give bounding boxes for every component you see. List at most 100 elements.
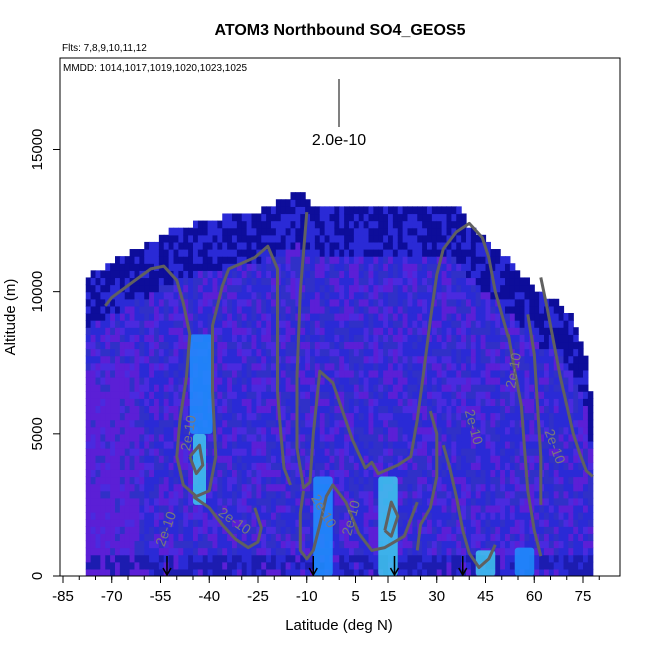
heatmap-cell	[90, 568, 97, 576]
heatmap-cell	[578, 448, 584, 456]
heatmap-cell	[563, 554, 569, 563]
heatmap-cell	[207, 568, 214, 576]
heatmap-cell	[241, 512, 248, 520]
heatmap-cell	[490, 369, 496, 378]
heatmap-cell	[139, 519, 145, 527]
heatmap-cell	[115, 369, 121, 378]
heatmap-cell	[246, 312, 253, 321]
heatmap-cell	[202, 227, 209, 236]
heatmap-cell	[261, 540, 267, 549]
heatmap-cell	[334, 220, 340, 229]
heatmap-cell	[446, 362, 452, 371]
heatmap-cell	[261, 362, 267, 371]
heatmap-cell	[227, 412, 233, 421]
heatmap-cell	[212, 483, 218, 492]
heatmap-cell	[212, 298, 218, 307]
heatmap-cell	[456, 526, 462, 534]
heatmap-cell	[236, 561, 243, 570]
heatmap-cell	[461, 320, 467, 328]
heatmap-cell	[100, 412, 106, 421]
heatmap-cell	[509, 426, 516, 435]
heatmap-cell	[319, 412, 326, 421]
heatmap-cell	[168, 249, 175, 257]
heatmap-cell	[485, 483, 491, 492]
heatmap-cell	[246, 547, 253, 556]
heatmap-cell	[422, 448, 428, 456]
heatmap-cell	[290, 263, 296, 271]
heatmap-cell	[305, 526, 311, 534]
heatmap-cell	[353, 270, 360, 279]
heatmap-cell	[100, 348, 106, 357]
heatmap-cell	[139, 391, 145, 399]
heatmap-cell	[358, 412, 365, 421]
heatmap-cell	[295, 199, 301, 207]
heatmap-cell	[280, 533, 287, 542]
heatmap-cell	[119, 476, 126, 485]
heatmap-cell	[154, 476, 160, 485]
heatmap-cell	[397, 220, 404, 229]
heatmap-cell	[456, 369, 462, 378]
heatmap-cell	[197, 249, 204, 257]
heatmap-cell	[475, 341, 482, 350]
heatmap-cell	[154, 391, 160, 399]
heatmap-cell	[271, 504, 277, 513]
heatmap-cell	[544, 490, 550, 499]
heatmap-cell	[324, 348, 331, 357]
heatmap-cell	[280, 554, 287, 563]
heatmap-cell	[144, 263, 150, 271]
heatmap-cell	[266, 476, 272, 485]
heatmap-cell	[197, 291, 204, 300]
heatmap-cell	[119, 462, 126, 470]
heatmap-cell	[358, 348, 365, 357]
heatmap-cell	[392, 327, 399, 335]
heatmap-cell	[412, 554, 418, 563]
heatmap-cell	[402, 334, 409, 343]
heatmap-cell	[505, 298, 511, 307]
heatmap-cell	[383, 249, 389, 257]
heatmap-cell	[256, 469, 262, 478]
heatmap-cell	[397, 504, 404, 513]
heatmap-cell	[583, 412, 589, 421]
heatmap-cell	[470, 291, 477, 300]
heatmap-cell	[227, 426, 233, 435]
heatmap-cell	[349, 220, 355, 229]
heatmap-cell	[397, 298, 404, 307]
heatmap-cell	[163, 547, 170, 556]
heatmap-cell	[271, 398, 277, 406]
heatmap-cell	[509, 320, 516, 328]
heatmap-cell	[217, 448, 223, 456]
heatmap-cell	[217, 341, 223, 350]
heatmap-cell	[158, 412, 165, 421]
heatmap-cell	[407, 497, 413, 506]
heatmap-cell	[290, 455, 296, 463]
heatmap-cell	[241, 270, 248, 279]
heatmap-cell	[163, 298, 170, 307]
heatmap-cell	[188, 568, 194, 576]
heatmap-cell	[154, 547, 160, 556]
heatmap-cell	[353, 455, 360, 463]
heatmap-cell	[154, 519, 160, 527]
heatmap-cell	[563, 490, 569, 499]
heatmap-cell	[149, 398, 155, 406]
heatmap-cell	[202, 533, 209, 542]
heatmap-cell	[373, 298, 379, 307]
heatmap-cell	[480, 504, 487, 513]
heatmap-cell	[168, 312, 175, 321]
heatmap-cell	[373, 398, 379, 406]
heatmap-cell	[505, 270, 511, 279]
heatmap-cell	[232, 455, 238, 463]
heatmap-cell	[158, 561, 165, 570]
heatmap-cell	[500, 327, 506, 335]
heatmap-cell	[436, 312, 443, 321]
heatmap-cell	[587, 540, 594, 549]
heatmap-cell	[363, 526, 370, 534]
heatmap-cell	[397, 497, 404, 506]
heatmap-cell	[280, 348, 287, 357]
heatmap-cell	[519, 341, 526, 350]
heatmap-cell	[456, 405, 462, 414]
heatmap-cell	[402, 448, 409, 456]
heatmap-cell	[402, 519, 409, 527]
heatmap-cell	[290, 490, 296, 499]
heatmap-cell	[271, 568, 277, 576]
heatmap-cell	[456, 419, 462, 428]
